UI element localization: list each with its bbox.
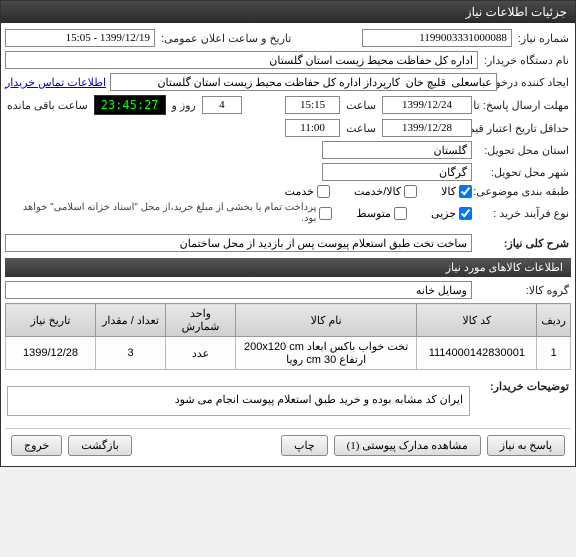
khadmat-checkbox[interactable]: [317, 185, 330, 198]
deadline-time-field[interactable]: [285, 96, 340, 114]
public-date-label: تاریخ و ساعت اعلان عمومی:: [159, 32, 293, 45]
khadmat-label: خدمت: [285, 185, 314, 198]
niaz-number-label: شماره نیاز:: [516, 32, 571, 45]
table-header-row: ردیف کد کالا نام کالا واحد شمارش تعداد /…: [6, 304, 571, 337]
cell-date: 1399/12/28: [6, 337, 96, 370]
buyer-org-label: نام دستگاه خریدار:: [482, 54, 571, 67]
time-label-2: ساعت: [344, 122, 378, 135]
contact-link[interactable]: اطلاعات تماس خریدار: [5, 76, 106, 89]
niaz-number-field[interactable]: [362, 29, 512, 47]
window-titlebar: جزئیات اطلاعات نیاز: [1, 1, 575, 23]
medium-label: متوسط: [356, 207, 391, 220]
col-qty: تعداد / مقدار: [96, 304, 166, 337]
process-label: نوع فرآیند خرید :: [476, 207, 571, 220]
kala-label: کالا: [441, 185, 456, 198]
deadline-label: مهلت ارسال پاسخ: تا تاریخ:: [476, 99, 571, 112]
province-field[interactable]: [322, 141, 472, 159]
validity-date-field[interactable]: [382, 119, 472, 137]
window-title: جزئیات اطلاعات نیاز: [466, 5, 567, 19]
small-label: جزیی: [431, 207, 456, 220]
button-bar: پاسخ به نیاز مشاهده مدارک پیوستی (1) چاپ…: [5, 428, 571, 462]
city-field[interactable]: [322, 163, 472, 181]
buyer-desc-box: ایران کد مشابه بوده و خرید طبق استعلام پ…: [7, 386, 470, 416]
cell-code: 1114000142830001: [417, 337, 537, 370]
items-table: ردیف کد کالا نام کالا واحد شمارش تعداد /…: [5, 303, 571, 370]
service-label: کالا/خدمت: [354, 185, 401, 198]
main-window: جزئیات اطلاعات نیاز شماره نیاز: تاریخ و …: [0, 0, 576, 467]
content-area: شماره نیاز: تاریخ و ساعت اعلان عمومی: نا…: [1, 23, 575, 466]
items-section-header: اطلاعات کالاهای مورد نیاز: [5, 258, 571, 277]
creator-field[interactable]: [110, 73, 497, 91]
col-unit: واحد شمارش: [166, 304, 236, 337]
cell-unit: عدد: [166, 337, 236, 370]
validity-label: حداقل تاریخ اعتبار قیمت: تا تاریخ:: [476, 122, 571, 135]
countdown-timer: 23:45:27: [94, 95, 166, 115]
group-field[interactable]: [5, 281, 472, 299]
medium-checkbox[interactable]: [394, 207, 407, 220]
reply-button[interactable]: پاسخ به نیاز: [487, 435, 565, 456]
city-label: شهر محل تحویل:: [476, 166, 571, 179]
summary-label: شرح کلی نیاز:: [476, 237, 571, 250]
public-date-field[interactable]: [5, 29, 155, 47]
table-row[interactable]: 11114000142830001تخت خواب باکس ابعاد 200…: [6, 337, 571, 370]
col-code: کد کالا: [417, 304, 537, 337]
day-label: روز و: [170, 99, 198, 112]
print-button[interactable]: چاپ: [281, 435, 328, 456]
timer-suffix: ساعت باقی مانده: [5, 99, 90, 112]
buyer-desc-label: توضیحات خریدار:: [476, 380, 571, 393]
service-checkbox[interactable]: [404, 185, 417, 198]
kala-checkbox[interactable]: [459, 185, 472, 198]
deadline-date-field[interactable]: [382, 96, 472, 114]
process-note: پرداخت تمام یا بخشی از مبلغ خرید،از محل …: [5, 202, 316, 224]
buyer-org-field[interactable]: [5, 51, 478, 69]
group-label: گروه کالا:: [476, 284, 571, 297]
validity-time-field[interactable]: [285, 119, 340, 137]
col-row: ردیف: [537, 304, 571, 337]
days-remaining-field[interactable]: [202, 96, 242, 114]
attachments-button[interactable]: مشاهده مدارک پیوستی (1): [334, 435, 481, 456]
col-name: نام کالا: [236, 304, 417, 337]
back-button[interactable]: بازگشت: [68, 435, 132, 456]
col-date: تاریخ نیاز: [6, 304, 96, 337]
creator-label: ایجاد کننده درخواست:: [501, 76, 571, 89]
cell-qty: 3: [96, 337, 166, 370]
time-label-1: ساعت: [344, 99, 378, 112]
province-label: استان محل تحویل:: [476, 144, 571, 157]
treasury-checkbox[interactable]: [319, 207, 332, 220]
exit-button[interactable]: خروج: [11, 435, 62, 456]
category-label: طبقه بندی موضوعی:: [476, 185, 571, 198]
small-checkbox[interactable]: [459, 207, 472, 220]
cell-row: 1: [537, 337, 571, 370]
summary-field[interactable]: [5, 234, 472, 252]
cell-name: تخت خواب باکس ابعاد 200x120 cm ارتفاع 30…: [236, 337, 417, 370]
